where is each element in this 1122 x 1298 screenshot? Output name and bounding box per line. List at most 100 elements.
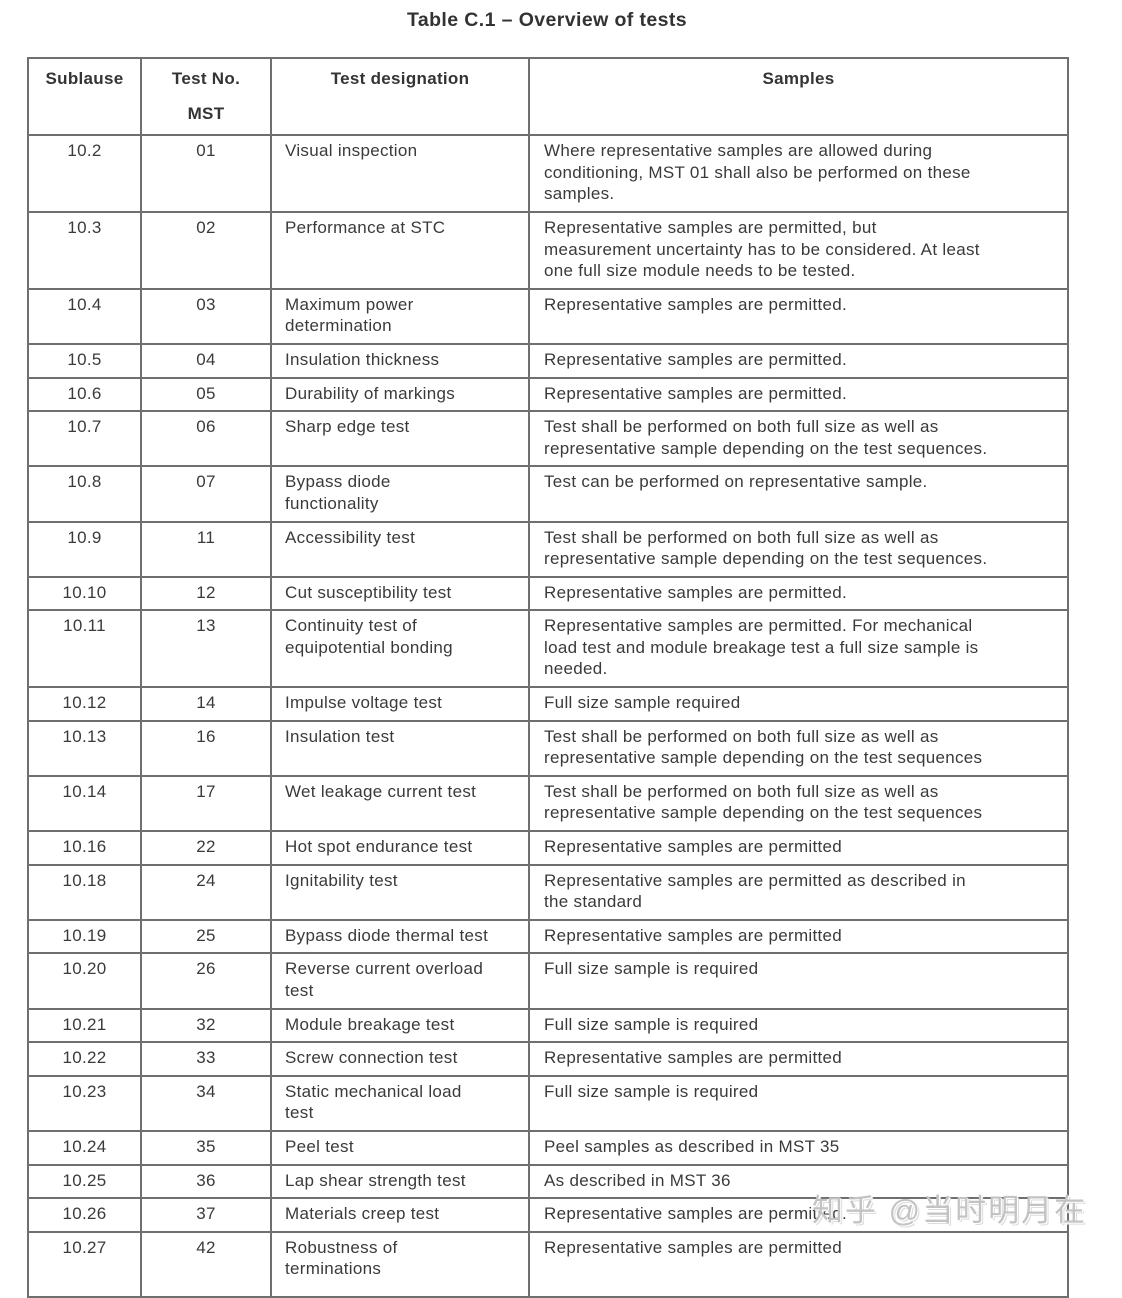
cell-test-designation: Robustness of terminations (270, 1230, 530, 1298)
tests-table-body: 10.2 01 Visual inspection Where represen… (27, 134, 1069, 1298)
column-header-designation-label: Test designation (330, 69, 470, 88)
cell-samples: Representative samples are permitted (528, 918, 1069, 955)
cell-subclause: 10.25 (27, 1163, 142, 1200)
table-row: 10.5 04 Insulation thickness Representat… (27, 342, 1069, 379)
table-row: 10.16 22 Hot spot endurance test Represe… (27, 830, 1069, 866)
table-row: 10.19 25 Bypass diode thermal test Repre… (27, 918, 1069, 955)
cell-test-designation: Peel test (270, 1129, 530, 1166)
column-header-subclause: Sublause (27, 56, 142, 137)
cell-test-designation: Visual inspection (270, 134, 530, 213)
cell-samples: Representative samples are permitted. (528, 575, 1069, 612)
cell-test-no: 34 (140, 1074, 272, 1132)
cell-subclause: 10.22 (27, 1041, 142, 1077)
cell-test-no: 05 (140, 376, 272, 413)
cell-test-no: 04 (140, 342, 272, 379)
cell-subclause: 10.13 (27, 719, 142, 777)
table-title: Table C.1 – Overview of tests (406, 9, 687, 31)
cell-test-no: 03 (140, 287, 272, 345)
cell-test-no: 02 (140, 210, 272, 290)
table-row: 10.13 16 Insulation test Test shall be p… (27, 719, 1069, 777)
cell-subclause: 10.20 (27, 952, 142, 1010)
header-row: Sublause Test No. MST Test designation S… (27, 56, 1069, 137)
cell-test-designation: Reverse current overload test (270, 952, 530, 1010)
column-header-mst-label: MST (187, 103, 225, 123)
column-header-samples: Samples (528, 56, 1069, 137)
column-header-test-no: Test No. MST (140, 56, 272, 137)
cell-test-designation: Bypass diode functionality (270, 465, 530, 523)
table-row: 10.24 35 Peel test Peel samples as descr… (27, 1129, 1069, 1166)
cell-samples: Test shall be performed on both full siz… (528, 410, 1069, 468)
cell-test-no: 32 (140, 1007, 272, 1044)
table-row: 10.3 02 Performance at STC Representativ… (27, 210, 1069, 290)
cell-test-designation: Accessibility test (270, 520, 530, 578)
cell-test-no: 17 (140, 774, 272, 833)
cell-test-designation: Bypass diode thermal test (270, 918, 530, 955)
cell-samples: Test shall be performed on both full siz… (528, 774, 1069, 833)
cell-samples: Representative samples are permitted. (528, 1197, 1069, 1233)
cell-subclause: 10.27 (27, 1230, 142, 1298)
table-row: 10.7 06 Sharp edge test Test shall be pe… (27, 410, 1069, 468)
cell-test-no: 37 (140, 1197, 272, 1233)
cell-test-no: 07 (140, 465, 272, 523)
cell-samples: Full size sample is required (528, 952, 1069, 1010)
table-row: 10.21 32 Module breakage test Full size … (27, 1007, 1069, 1044)
cell-test-designation: Cut susceptibility test (270, 575, 530, 612)
table-row: 10.2 01 Visual inspection Where represen… (27, 134, 1069, 213)
cell-test-designation: Insulation test (270, 719, 530, 777)
cell-test-no: 36 (140, 1163, 272, 1200)
table-row: 10.9 11 Accessibility test Test shall be… (27, 520, 1069, 578)
cell-test-designation: Sharp edge test (270, 410, 530, 468)
cell-test-designation: Ignitability test (270, 863, 530, 921)
cell-test-designation: Impulse voltage test (270, 686, 530, 722)
cell-samples: As described in MST 36 (528, 1163, 1069, 1200)
cell-test-designation: Hot spot endurance test (270, 830, 530, 866)
cell-samples: Test can be performed on representative … (528, 465, 1069, 523)
table-row: 10.22 33 Screw connection test Represent… (27, 1041, 1069, 1077)
tests-overview-table: Sublause Test No. MST Test designation S… (27, 56, 1069, 1298)
cell-test-designation: Screw connection test (270, 1041, 530, 1077)
cell-test-designation: Lap shear strength test (270, 1163, 530, 1200)
table-row: 10.18 24 Ignitability test Representativ… (27, 863, 1069, 921)
cell-subclause: 10.10 (27, 575, 142, 612)
cell-subclause: 10.21 (27, 1007, 142, 1044)
cell-test-no: 35 (140, 1129, 272, 1166)
cell-samples: Representative samples are permitted. (528, 376, 1069, 413)
cell-samples: Representative samples are permitted. Fo… (528, 609, 1069, 689)
cell-test-designation: Materials creep test (270, 1197, 530, 1233)
cell-subclause: 10.24 (27, 1129, 142, 1166)
cell-samples: Representative samples are permitted. (528, 342, 1069, 379)
cell-test-no: 26 (140, 952, 272, 1010)
cell-subclause: 10.5 (27, 342, 142, 379)
cell-samples: Test shall be performed on both full siz… (528, 520, 1069, 578)
table-row: 10.25 36 Lap shear strength test As desc… (27, 1163, 1069, 1200)
cell-test-designation: Module breakage test (270, 1007, 530, 1044)
cell-subclause: 10.11 (27, 609, 142, 689)
cell-samples: Representative samples are permitted (528, 1230, 1069, 1298)
cell-samples: Test shall be performed on both full siz… (528, 719, 1069, 777)
cell-test-no: 13 (140, 609, 272, 689)
cell-samples: Representative samples are permitted, bu… (528, 210, 1069, 290)
cell-subclause: 10.18 (27, 863, 142, 921)
cell-subclause: 10.14 (27, 774, 142, 833)
cell-subclause: 10.8 (27, 465, 142, 523)
table-row: 10.8 07 Bypass diode functionality Test … (27, 465, 1069, 523)
cell-test-designation: Insulation thickness (270, 342, 530, 379)
table-row: 10.12 14 Impulse voltage test Full size … (27, 686, 1069, 722)
cell-test-no: 24 (140, 863, 272, 921)
table-row: 10.27 42 Robustness of terminations Repr… (27, 1230, 1069, 1298)
cell-test-no: 22 (140, 830, 272, 866)
cell-subclause: 10.23 (27, 1074, 142, 1132)
cell-test-designation: Durability of markings (270, 376, 530, 413)
table-row: 10.10 12 Cut susceptibility test Represe… (27, 575, 1069, 612)
table-row: 10.11 13 Continuity test of equipotentia… (27, 609, 1069, 689)
cell-subclause: 10.4 (27, 287, 142, 345)
cell-subclause: 10.2 (27, 134, 142, 213)
table-row: 10.6 05 Durability of markings Represent… (27, 376, 1069, 413)
cell-samples: Representative samples are permitted as … (528, 863, 1069, 921)
column-header-designation: Test designation (270, 56, 530, 137)
table-row: 10.23 34 Static mechanical load test Ful… (27, 1074, 1069, 1132)
cell-test-no: 33 (140, 1041, 272, 1077)
cell-subclause: 10.16 (27, 830, 142, 866)
cell-samples: Full size sample required (528, 686, 1069, 722)
table-row: 10.14 17 Wet leakage current test Test s… (27, 774, 1069, 833)
